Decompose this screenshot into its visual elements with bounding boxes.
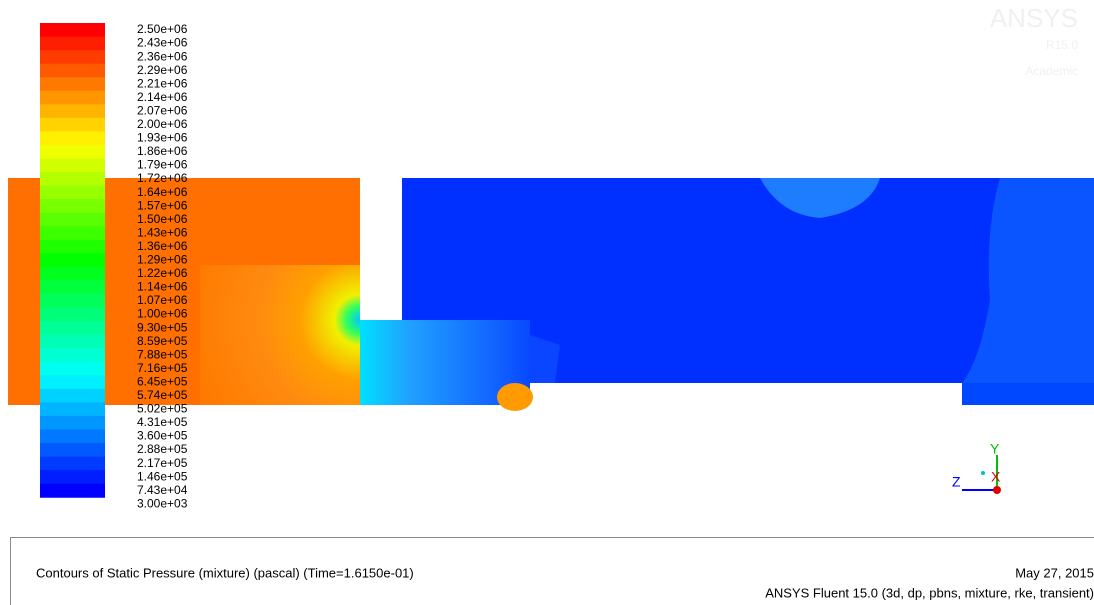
colorbar-label: 7.88e+05 [137,347,188,361]
colorbar-band [40,334,105,349]
colorbar-label: 7.43e+04 [137,483,188,497]
colorbar-label: 1.14e+06 [137,280,188,294]
colorbar-band [40,185,105,200]
colorbar-band [40,104,105,119]
colorbar-label: 1.22e+06 [137,266,188,280]
colorbar-band [40,415,105,430]
colorbar-label: 1.93e+06 [137,131,188,145]
colorbar-label: 2.21e+06 [137,76,188,90]
colorbar-band [40,212,105,227]
colorbar-label: 8.59e+05 [137,334,188,348]
colorbar-label: 5.74e+05 [137,388,188,402]
y-axis-label: Y [990,441,1000,457]
colorbar-band [40,199,105,214]
colorbar-band [40,253,105,268]
outlet-zone [962,178,1094,383]
watermark-license: Academic [1025,64,1078,78]
colorbar-label: 7.16e+05 [137,361,188,375]
colorbar-band [40,443,105,458]
triad-dot [981,471,985,475]
x-axis-label: X [991,469,1001,485]
z-axis-label: Z [952,474,961,490]
colorbar-band [40,131,105,146]
colorbar-label: 1.07e+06 [137,293,188,307]
colorbar-label: 2.00e+06 [137,117,188,131]
colorbar: 2.50e+062.43e+062.36e+062.29e+062.21e+06… [40,22,188,510]
colorbar-band [40,375,105,390]
colorbar-label: 1.29e+06 [137,253,188,267]
inlet-gradient [200,265,360,405]
colorbar-band [40,294,105,309]
colorbar-band [40,50,105,65]
colorbar-label: 1.72e+06 [137,171,188,185]
colorbar-label: 1.64e+06 [137,185,188,199]
watermark-brand: ANSYS [990,3,1078,33]
colorbar-band [40,226,105,241]
upper-vortex [760,178,880,218]
colorbar-label: 2.88e+05 [137,442,188,456]
colorbar-band [40,361,105,376]
colorbar-label: 2.43e+06 [137,36,188,50]
colorbar-band [40,90,105,105]
colorbar-band [40,280,105,295]
footer-date: May 27, 2015 [1015,565,1094,580]
colorbar-band [40,470,105,485]
colorbar-label: 1.36e+06 [137,239,188,253]
colorbar-band [40,158,105,173]
colorbar-label: 2.07e+06 [137,103,188,117]
colorbar-band [40,239,105,254]
colorbar-band [40,348,105,363]
colorbar-band [40,321,105,336]
colorbar-band [40,36,105,51]
step-wake [530,335,560,383]
colorbar-band [40,172,105,187]
domain [8,178,1094,411]
watermark-version: R15.0 [1046,38,1078,52]
colorbar-label: 2.17e+05 [137,456,188,470]
footer-software: ANSYS Fluent 15.0 (3d, dp, pbns, mixture… [765,585,1094,600]
colorbar-band [40,117,105,132]
colorbar-band [40,77,105,92]
footer-caption: Contours of Static Pressure (mixture) (p… [36,565,414,580]
colorbar-label: 1.46e+05 [137,469,188,483]
colorbar-label: 4.31e+05 [137,415,188,429]
colorbar-label: 1.00e+06 [137,307,188,321]
colorbar-label: 2.14e+06 [137,90,188,104]
colorbar-label: 1.57e+06 [137,198,188,212]
colorbar-label: 2.50e+06 [137,22,188,36]
x-axis-dot [993,486,1001,494]
colorbar-label: 2.29e+06 [137,63,188,77]
colorbar-label: 2.36e+06 [137,49,188,63]
colorbar-band [40,23,105,38]
colorbar-label: 1.50e+06 [137,212,188,226]
colorbar-label: 1.79e+06 [137,158,188,172]
colorbar-band [40,456,105,471]
colorbar-band [40,483,105,498]
colorbar-band [40,429,105,444]
footer-box [10,537,1094,605]
colorbar-label: 9.30e+05 [137,320,188,334]
colorbar-label: 3.00e+03 [137,496,188,510]
colorbar-band [40,402,105,417]
colorbar-label: 1.43e+06 [137,225,188,239]
colorbar-label: 6.45e+05 [137,374,188,388]
outlet-region [962,383,1094,405]
colorbar-band [40,63,105,78]
colorbar-label: 5.02e+05 [137,402,188,416]
colorbar-band [40,144,105,159]
colorbar-label: 3.60e+05 [137,429,188,443]
colorbar-band [40,388,105,403]
colorbar-band [40,266,105,281]
colorbar-band [40,307,105,322]
colorbar-label: 1.86e+06 [137,144,188,158]
axis-triad: Y Z X [952,441,1001,494]
corner-spot [497,383,533,411]
